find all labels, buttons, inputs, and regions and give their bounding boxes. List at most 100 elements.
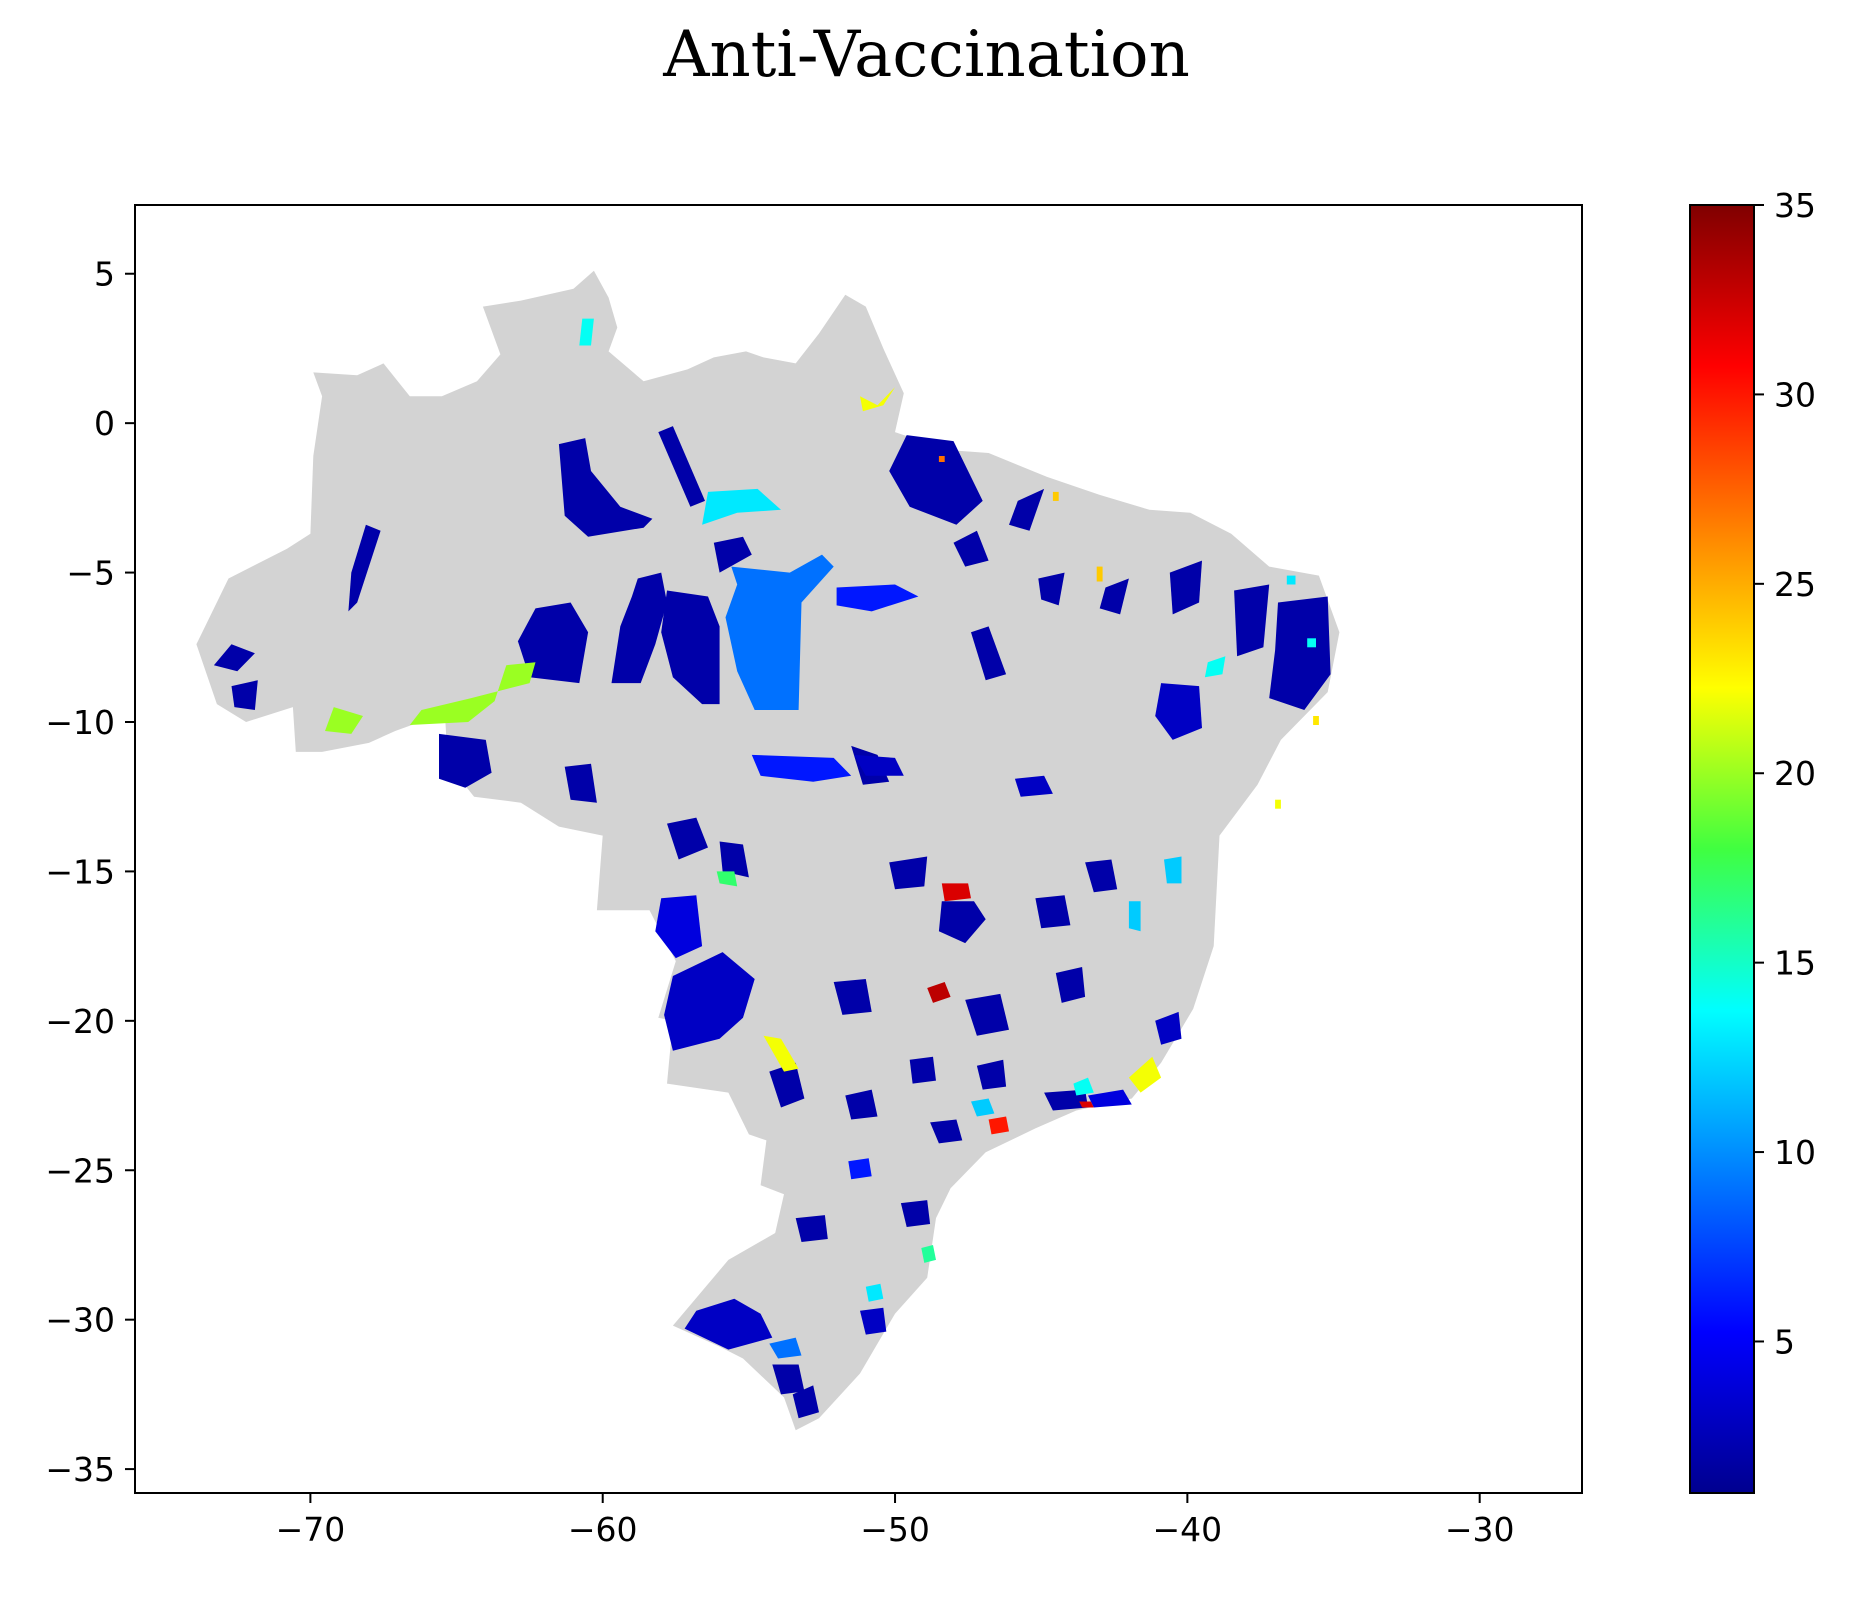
region-23: [1204, 656, 1226, 678]
region-58: [1073, 1077, 1094, 1096]
region-11: [889, 435, 983, 525]
region-38: [664, 952, 755, 1051]
region-44: [938, 901, 986, 944]
region-19: [1155, 683, 1202, 740]
region-51: [1155, 1011, 1182, 1045]
region-32: [854, 754, 904, 776]
region-61: [971, 1098, 995, 1117]
region-37: [655, 895, 703, 959]
region-28: [439, 733, 492, 788]
region-36: [716, 871, 738, 887]
region-43: [941, 883, 971, 902]
region-8: [661, 590, 720, 705]
region-0: [579, 318, 594, 346]
region-69: [792, 1385, 819, 1419]
region-59: [1079, 1101, 1094, 1108]
region-55: [1128, 1056, 1162, 1093]
region-21: [1234, 584, 1270, 657]
y-tick-label: −35: [45, 1450, 115, 1489]
region-34: [667, 817, 708, 860]
x-tick-label: −50: [860, 1510, 930, 1549]
region-48: [1128, 901, 1141, 932]
region-74: [1052, 491, 1059, 501]
region-63: [845, 1089, 878, 1120]
region-66: [795, 1215, 828, 1242]
y-tick-label: −10: [45, 703, 115, 742]
plot-frame: [134, 204, 1583, 1494]
colorbar-tick-label: 15: [1774, 944, 1816, 983]
region-16: [971, 626, 1007, 681]
region-9: [725, 554, 834, 710]
region-24: [213, 644, 255, 672]
region-46: [1085, 859, 1118, 893]
y-axis: 5 0 −5 −10 −15 −20 −25 −30 −35: [45, 255, 135, 1489]
region-80: [1313, 716, 1319, 725]
region-26: [409, 662, 536, 725]
region-53: [909, 1056, 936, 1084]
region-64: [848, 1158, 872, 1180]
region-65: [900, 1200, 931, 1227]
region-4: [702, 488, 781, 525]
region-72: [865, 1283, 884, 1302]
region-18: [1099, 578, 1129, 615]
region-41: [889, 856, 928, 890]
x-tick-label: −40: [1153, 1510, 1223, 1549]
x-tick-label: −70: [276, 1510, 346, 1549]
region-40: [763, 1035, 799, 1072]
colorbar-tick-label: 5: [1774, 1322, 1795, 1361]
region-49: [1035, 895, 1071, 929]
region-22: [1269, 596, 1331, 710]
region-6: [517, 602, 589, 684]
region-45: [927, 982, 951, 1003]
region-52: [965, 993, 1009, 1036]
region-73: [921, 1245, 936, 1263]
x-axis: −70 −60 −50 −40 −30: [276, 1493, 1515, 1549]
region-30: [751, 754, 852, 782]
region-57: [1088, 1089, 1132, 1108]
region-79: [1275, 799, 1281, 809]
y-tick-label: −5: [66, 554, 115, 593]
region-39: [769, 1062, 805, 1108]
y-tick-label: 5: [94, 255, 115, 294]
region-67: [684, 1298, 773, 1350]
region-47: [1164, 856, 1182, 884]
chart-title: Anti-Vaccination: [663, 18, 1190, 92]
y-tick-label: −25: [45, 1151, 115, 1190]
region-20: [1169, 560, 1202, 615]
y-tick-label: −15: [45, 852, 115, 891]
region-27: [325, 707, 363, 734]
region-75: [938, 456, 945, 462]
region-62: [930, 1119, 963, 1144]
colorbar-tick-label: 30: [1774, 375, 1816, 414]
region-71: [860, 1307, 887, 1335]
colorbar-tick-label: 35: [1774, 186, 1816, 225]
region-42: [833, 979, 872, 1015]
colorbar-tick-label: 25: [1774, 565, 1816, 604]
region-2: [558, 438, 653, 537]
region-70: [769, 1337, 802, 1359]
region-17: [1038, 572, 1065, 606]
y-tick-label: −30: [45, 1301, 115, 1340]
region-35: [719, 841, 749, 878]
y-tick-label: −20: [45, 1002, 115, 1041]
region-3: [658, 426, 705, 507]
region-78: [1307, 638, 1316, 648]
region-13: [1009, 488, 1045, 531]
x-tick-label: −30: [1445, 1510, 1515, 1549]
region-7: [611, 572, 667, 684]
x-tick-label: −60: [568, 1510, 638, 1549]
region-layer: [213, 318, 1331, 1419]
region-15: [836, 584, 919, 612]
region-60: [988, 1116, 1009, 1135]
region-54: [976, 1059, 1007, 1090]
country-outline: [196, 270, 1340, 1431]
region-29: [564, 763, 597, 803]
region-68: [772, 1364, 805, 1395]
colorbar-tick-label: 10: [1774, 1133, 1816, 1172]
region-25: [231, 680, 258, 710]
colorbar-axis: 5 10 15 20 25 30 35: [1754, 186, 1816, 1361]
y-tick-label: 0: [94, 404, 115, 443]
colorbar: [1689, 204, 1755, 1494]
region-76: [1096, 566, 1103, 582]
